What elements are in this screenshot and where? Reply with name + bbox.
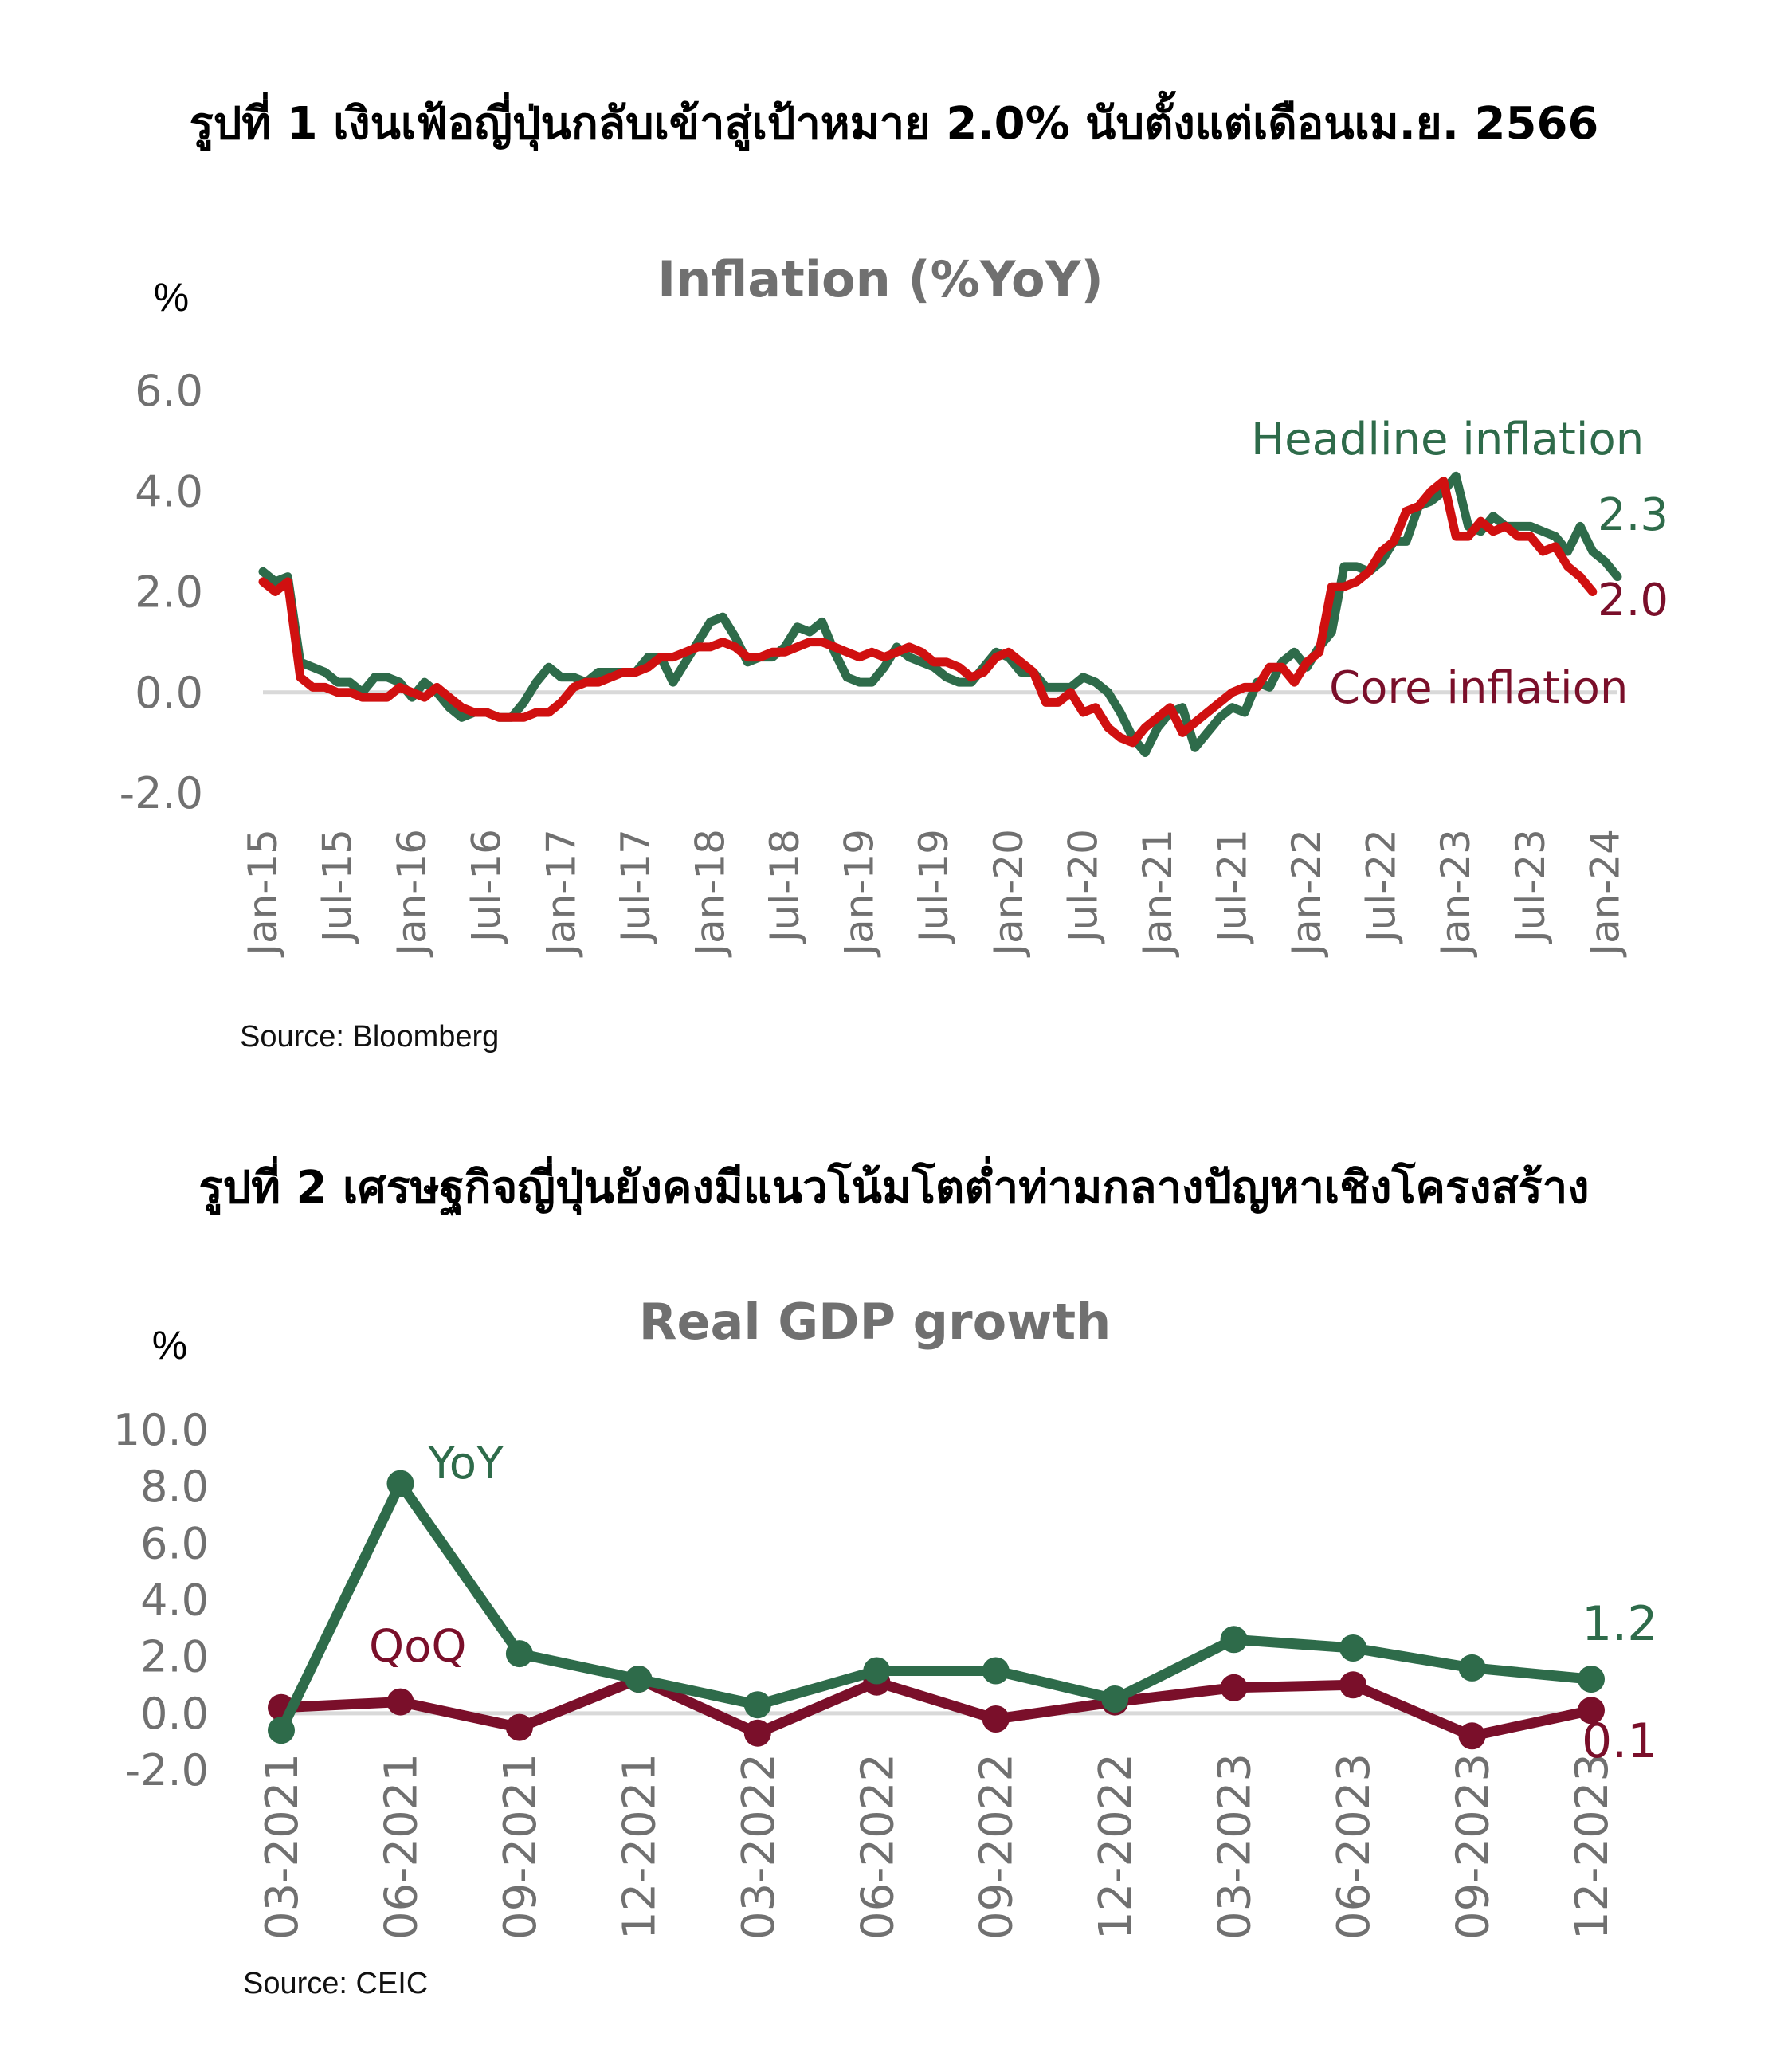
x-tick-label: Jan-21 [1135, 829, 1181, 958]
y-tick-label: 2.0 [135, 567, 203, 618]
y-tick-label: 2.0 [140, 1632, 209, 1682]
qoq-line [276, 1674, 1597, 1741]
x-tick-label: 12-2021 [614, 1753, 665, 1940]
x-tick-label: Jan-23 [1433, 829, 1479, 958]
qoq-point [743, 1719, 771, 1747]
yoy-point [1458, 1654, 1486, 1682]
x-tick-label: 06-2022 [852, 1753, 904, 1940]
yoy-point [386, 1470, 414, 1497]
figure-2-heading: รูปที่ 2 เศรษฐกิจญี่ปุ่นยังคงมีแนวโน้มโต… [198, 1162, 1590, 1214]
yoy-point [505, 1640, 533, 1668]
x-tick-label: 06-2021 [375, 1753, 427, 1940]
chart-title: Real GDP growth [639, 1293, 1111, 1351]
gdp-chart: Real GDP growth % 10.0 8.0 6.0 4.0 2.0 0.0 -2.… [113, 1293, 1658, 1940]
x-tick-label: Jul-23 [1508, 829, 1554, 944]
y-tick-label: -2.0 [120, 768, 203, 818]
x-tick-label: Jul-22 [1359, 829, 1405, 944]
x-axis-ticks: Jan-15 Jul-15 Jan-16 Jul-16 Jan-17 Jul-17 Jan-… [240, 829, 1628, 958]
yoy-series [268, 1470, 1605, 1744]
x-tick-label: 03-2022 [733, 1753, 785, 1940]
chart-title: Inflation (%YoY) [657, 250, 1104, 308]
x-tick-label: Jan-19 [837, 829, 883, 958]
yoy-point [1339, 1634, 1367, 1662]
yoy-line [276, 1478, 1597, 1736]
y-tick-label: 8.0 [140, 1462, 209, 1512]
x-tick-label: 12-2022 [1090, 1753, 1142, 1940]
x-tick-label: Jan-18 [687, 829, 733, 958]
series-lines [268, 1470, 1605, 1750]
x-tick-label: Jan-22 [1284, 829, 1330, 958]
yoy-point [863, 1657, 891, 1685]
x-tick-label: 09-2022 [971, 1753, 1023, 1940]
headline-end-value: 2.3 [1598, 489, 1668, 541]
yoy-point [982, 1657, 1010, 1685]
x-tick-label: 03-2021 [257, 1753, 308, 1940]
x-tick-label: Jan-16 [389, 829, 435, 958]
qoq-point [1220, 1674, 1248, 1701]
qoq-point [982, 1705, 1010, 1733]
x-tick-label: Jul-15 [315, 829, 361, 944]
x-axis-ticks: 03-2021 06-2021 09-2021 12-2021 03-2022 06-20… [257, 1753, 1618, 1940]
y-tick-label: 0.0 [135, 668, 203, 718]
qoq-label: QoQ [369, 1621, 466, 1673]
y-tick-label: -2.0 [125, 1745, 209, 1795]
figure-1-heading: รูปที่ 1 เงินเฟ้อญี่ปุ่นกลับเข้าสู่เป้าห… [189, 98, 1599, 150]
yoy-point [1220, 1626, 1248, 1654]
figure-2-source: Source: CEIC [243, 1967, 429, 2000]
x-tick-label: 09-2021 [495, 1753, 547, 1940]
y-tick-label: 0.0 [140, 1689, 209, 1739]
x-tick-label: Jul-18 [762, 829, 808, 944]
x-tick-label: Jul-21 [1210, 829, 1256, 944]
core-inflation-label: Core inflation [1329, 662, 1628, 714]
headline-inflation-label: Headline inflation [1251, 414, 1644, 465]
yoy-label: YoY [427, 1438, 504, 1489]
yoy-point [268, 1717, 295, 1744]
x-tick-label: 06-2023 [1328, 1753, 1380, 1940]
x-tick-label: Jul-19 [911, 829, 957, 944]
y-axis-ticks: 10.0 8.0 6.0 4.0 2.0 0.0 -2.0 [113, 1405, 209, 1795]
y-axis-unit: % [154, 275, 189, 320]
x-tick-label: Jul-20 [1060, 829, 1106, 944]
qoq-point [1339, 1671, 1367, 1699]
y-tick-label: 10.0 [113, 1405, 209, 1455]
qoq-point [505, 1713, 533, 1741]
yoy-point [743, 1691, 771, 1719]
qoq-point [1578, 1697, 1605, 1725]
yoy-end-value: 1.2 [1582, 1596, 1657, 1652]
series-lines [258, 471, 1622, 757]
yoy-point [625, 1666, 653, 1693]
figure-1-source: Source: Bloomberg [240, 1020, 500, 1054]
y-tick-label: 6.0 [140, 1518, 209, 1568]
x-tick-label: Jan-20 [986, 829, 1032, 958]
x-tick-label: Jan-24 [1582, 829, 1628, 958]
core-inflation-line [258, 477, 1598, 748]
qoq-point [1458, 1722, 1486, 1750]
qoq-series [268, 1666, 1605, 1750]
y-axis-ticks: 6.0 4.0 2.0 0.0 -2.0 [120, 366, 203, 818]
qoq-point [386, 1688, 414, 1716]
y-tick-label: 4.0 [140, 1576, 209, 1626]
y-tick-label: 4.0 [135, 466, 203, 516]
x-tick-label: Jan-15 [240, 829, 286, 958]
x-tick-label: 09-2023 [1448, 1753, 1500, 1940]
y-axis-unit: % [152, 1323, 187, 1368]
inflation-chart: Inflation (%YoY) % 6.0 4.0 2.0 0.0 -2.0 Jan-… [120, 250, 1668, 958]
yoy-point [1578, 1666, 1605, 1693]
x-tick-label: Jul-16 [464, 829, 510, 944]
x-tick-label: 03-2023 [1210, 1753, 1261, 1940]
y-tick-label: 6.0 [135, 366, 203, 416]
yoy-point [1101, 1685, 1129, 1713]
x-tick-label: Jan-17 [538, 829, 584, 958]
qoq-end-value: 0.1 [1582, 1713, 1657, 1769]
x-tick-label: 12-2023 [1566, 1753, 1618, 1940]
x-tick-label: Jul-17 [613, 829, 659, 944]
core-end-value: 2.0 [1598, 575, 1668, 626]
